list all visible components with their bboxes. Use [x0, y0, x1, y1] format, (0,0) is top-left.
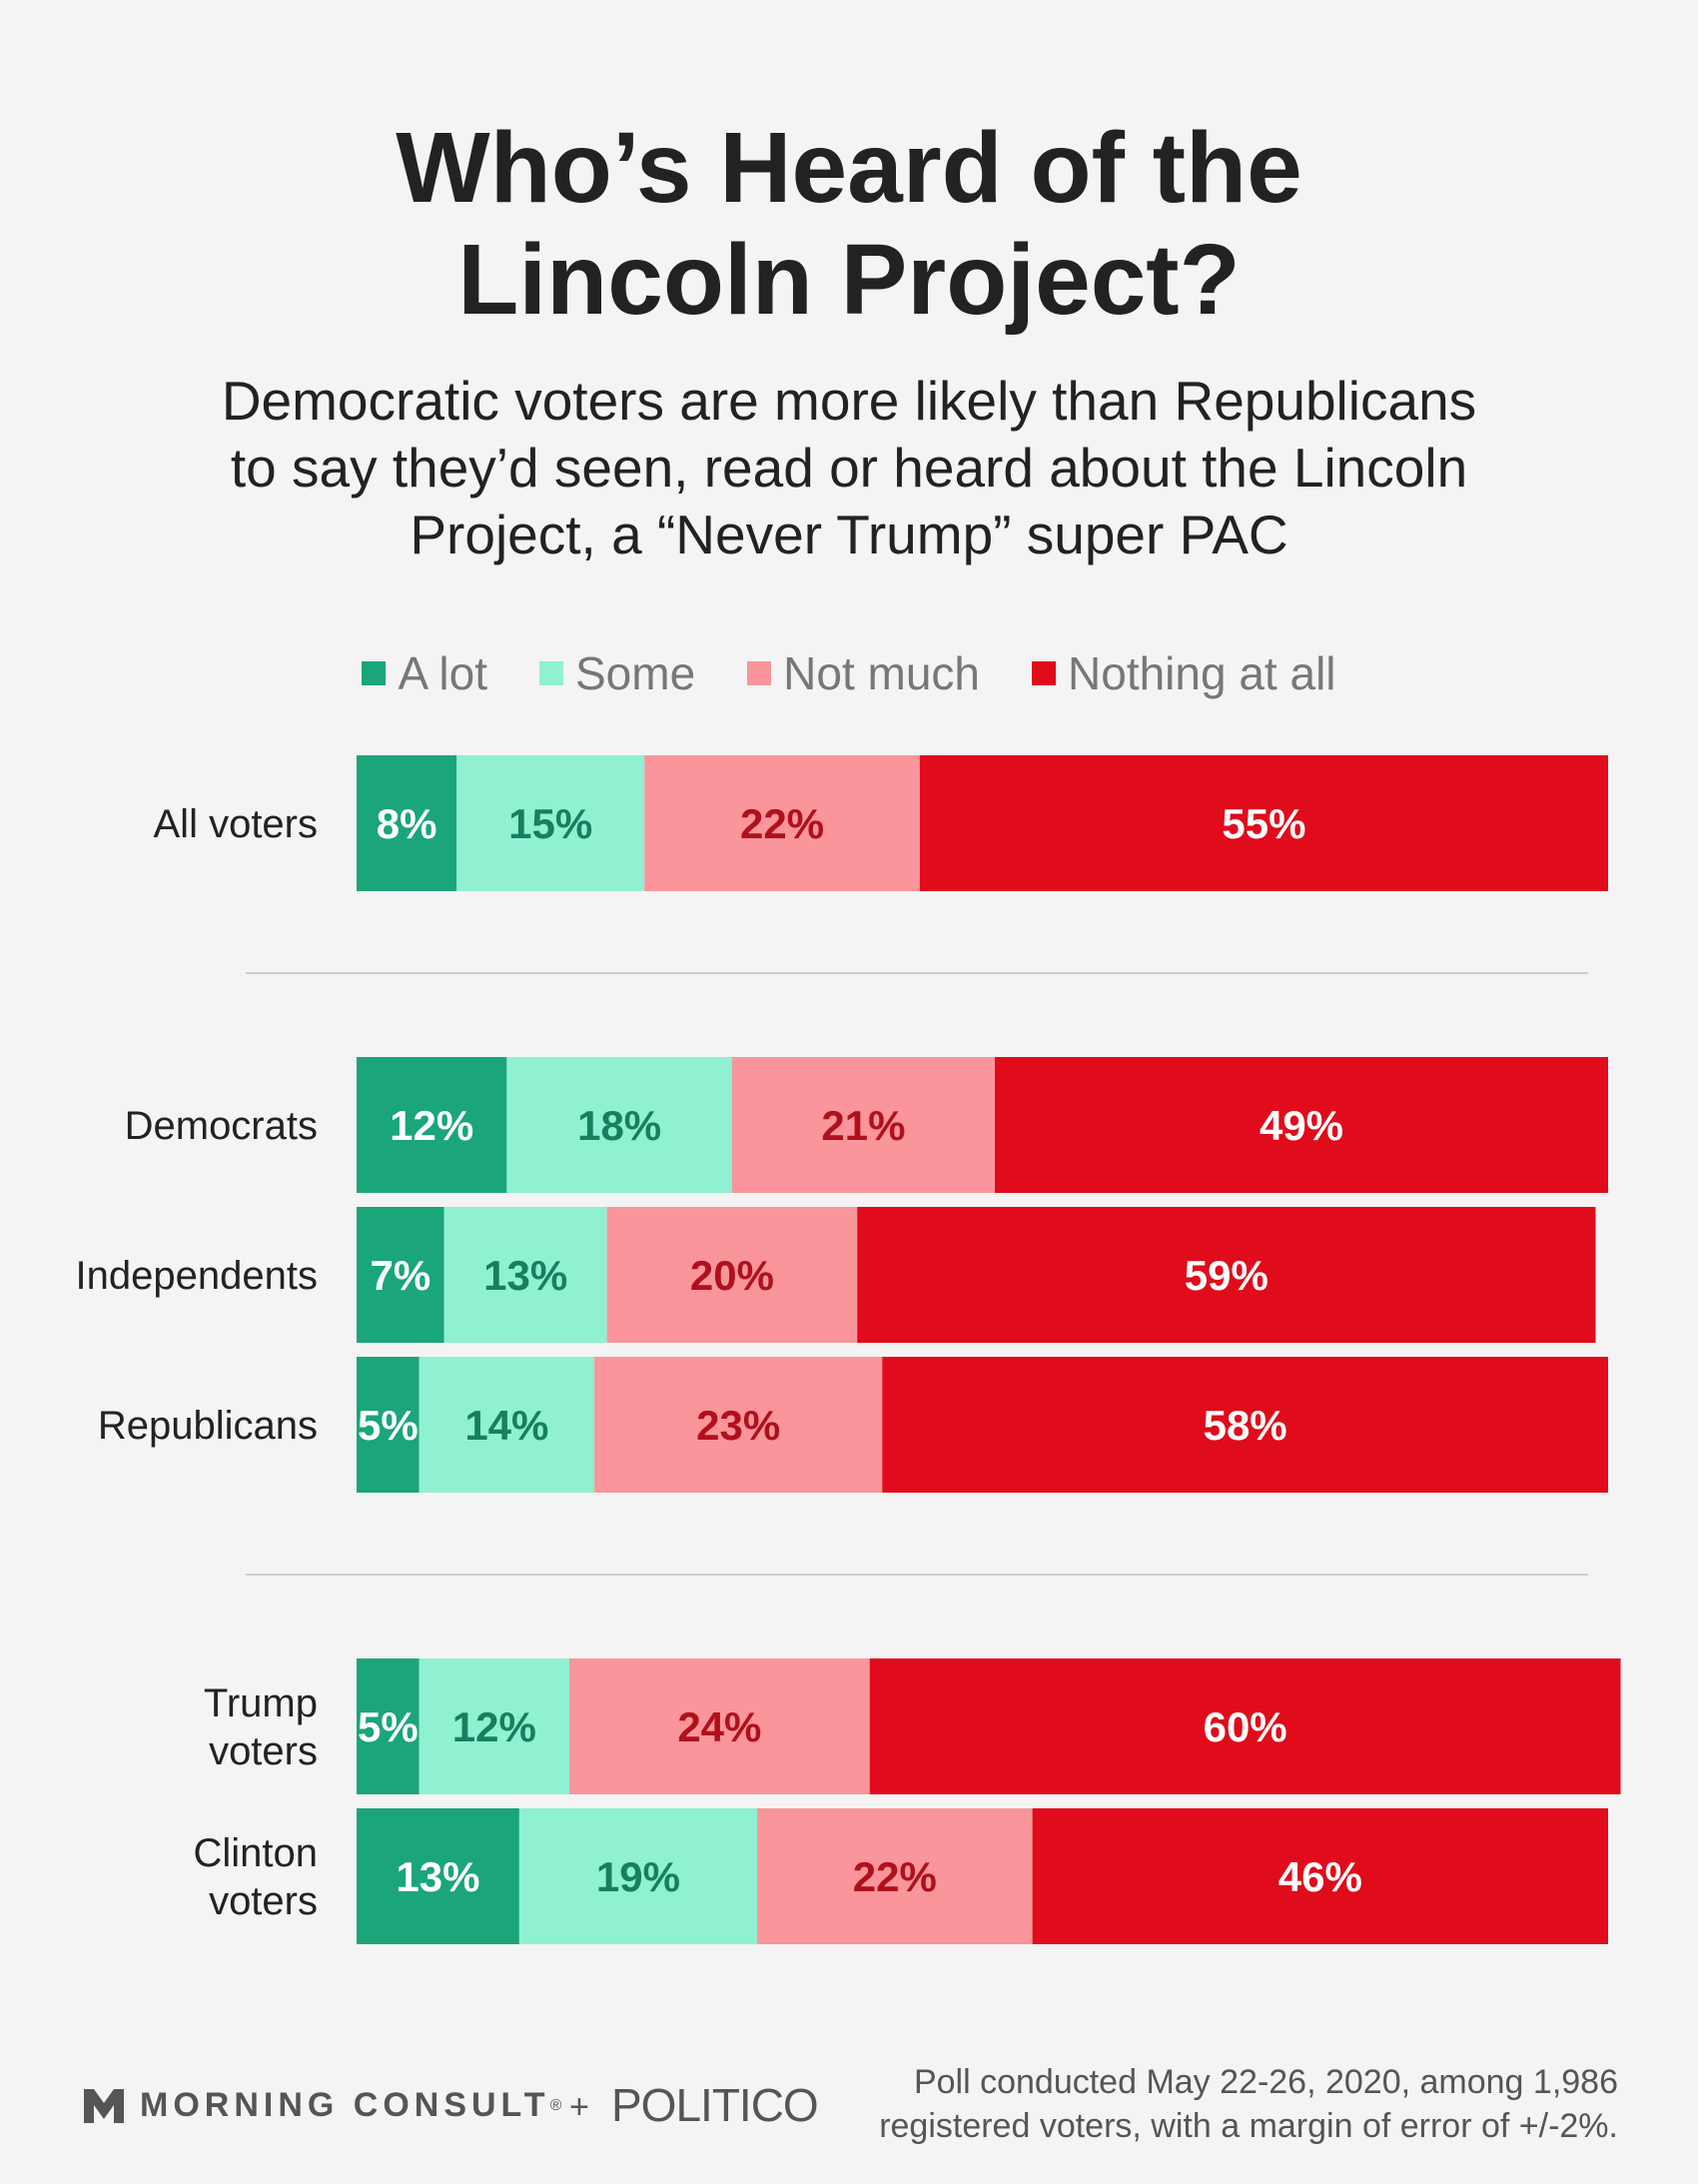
legend-item-1: Some: [538, 646, 696, 700]
morning-consult-mark-icon: [84, 2088, 124, 2123]
legend-label-0: A lot: [398, 647, 487, 699]
bar-segment: [419, 1357, 595, 1493]
legend-swatch-2: [747, 661, 772, 685]
data-label: 49%: [1260, 1102, 1343, 1149]
footer-note: Poll conducted May 22-26, 2020, among 1,…: [859, 2060, 1618, 2148]
data-label: 22%: [853, 1853, 937, 1900]
legend-item-0: A lot: [362, 646, 487, 700]
morning-consult-wordmark: MORNING CONSULT: [140, 2086, 550, 2124]
footer-note-line-1: Poll conducted May 22-26, 2020, among 1,…: [913, 2063, 1618, 2101]
chart-title: Who’s Heard of the Lincoln Project?: [396, 112, 1302, 336]
bar-segment: [606, 1207, 858, 1343]
category-label: Republicans: [98, 1404, 318, 1448]
bar-segment: [443, 1207, 607, 1343]
data-label: 13%: [396, 1853, 479, 1900]
legend-item-2: Not much: [747, 646, 980, 700]
data-label: 46%: [1278, 1853, 1362, 1900]
legend-swatch-3: [1032, 661, 1057, 685]
bar-segment: [644, 755, 920, 891]
politico-logo: POLITICO: [611, 2079, 819, 2131]
data-label: 5%: [358, 1402, 419, 1449]
bar-segment: [731, 1057, 996, 1193]
bar-segment: [518, 1808, 757, 1944]
morning-consult-logo: MORNING CONSULT ®: [84, 2086, 561, 2125]
bar-segment: [919, 755, 1608, 891]
data-label: 24%: [677, 1703, 761, 1750]
legend-label-3: Nothing at all: [1068, 647, 1336, 699]
bar-segment: [1032, 1808, 1608, 1944]
bar-segment: [419, 1658, 570, 1794]
data-label: 20%: [690, 1252, 774, 1299]
bar-segment: [869, 1658, 1621, 1794]
logo-plus: +: [569, 2088, 589, 2126]
bar-segment: [569, 1658, 870, 1794]
data-label: 12%: [452, 1703, 536, 1750]
bar-segment: [882, 1357, 1608, 1493]
data-label: 8%: [377, 800, 437, 847]
data-label: 15%: [508, 800, 592, 847]
data-label: 58%: [1204, 1402, 1287, 1449]
bar-segment: [357, 1357, 420, 1493]
bar-segment: [857, 1207, 1596, 1343]
data-label: 7%: [371, 1252, 431, 1299]
category-label: Independents: [76, 1254, 318, 1298]
data-label: 55%: [1222, 800, 1305, 847]
bar-segment: [506, 1057, 732, 1193]
chart-subtitle: Democratic voters are more likely than R…: [221, 370, 1477, 565]
bar-segment: [756, 1808, 1033, 1944]
bar-segment: [594, 1357, 883, 1493]
data-label: 19%: [596, 1853, 680, 1900]
legend-swatch-0: [362, 661, 387, 685]
category-label: Clinton voters: [193, 1831, 318, 1923]
legend-label-1: Some: [574, 647, 696, 699]
category-label: All voters: [154, 802, 319, 846]
data-label: 59%: [1185, 1252, 1269, 1299]
bar-segment: [357, 1057, 507, 1193]
legend-label-2: Not much: [783, 647, 981, 699]
bar-segment: [456, 755, 645, 891]
data-label: 60%: [1204, 1703, 1287, 1750]
data-label: 13%: [483, 1252, 567, 1299]
footer-note-line-2: registered voters, with a margin of erro…: [879, 2107, 1618, 2145]
bar-segment: [995, 1057, 1608, 1193]
data-label: 21%: [821, 1102, 905, 1149]
category-label: Trump voters: [204, 1681, 318, 1773]
data-label: 12%: [390, 1102, 473, 1149]
registered-mark: ®: [549, 2096, 562, 2114]
bar-segment: [357, 1658, 420, 1794]
data-label: 5%: [358, 1703, 419, 1750]
data-label: 23%: [696, 1402, 780, 1449]
category-label: Democrats: [125, 1104, 318, 1148]
data-label: 22%: [740, 800, 824, 847]
bar-segment: [357, 755, 457, 891]
data-label: 18%: [577, 1102, 661, 1149]
bar-segment: [357, 1207, 444, 1343]
legend-swatch-1: [538, 661, 563, 685]
legend-item-3: Nothing at all: [1032, 646, 1336, 700]
bar-segment: [357, 1808, 519, 1944]
legend: A lot Some Not much Nothing at all: [0, 643, 1698, 703]
data-label: 14%: [464, 1402, 548, 1449]
